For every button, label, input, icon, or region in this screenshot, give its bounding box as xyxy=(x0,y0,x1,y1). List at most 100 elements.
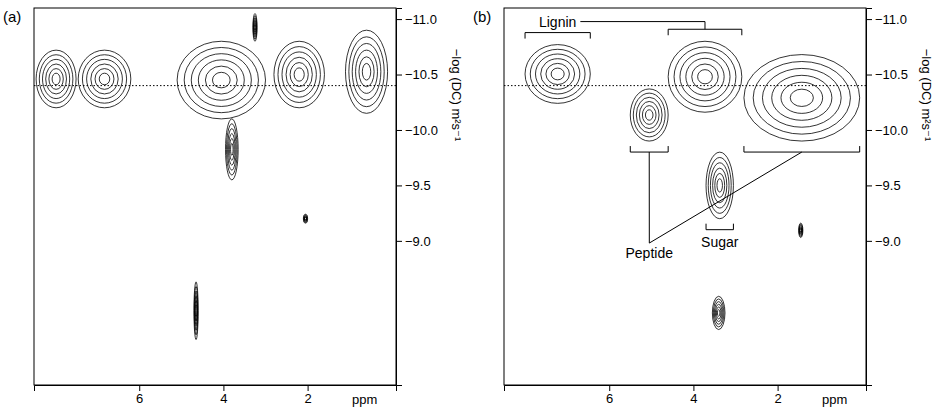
contour-ring xyxy=(706,152,733,219)
tick-mark xyxy=(866,130,872,131)
contour-ring xyxy=(290,63,308,87)
contour-ring xyxy=(36,50,76,108)
contour-ring xyxy=(639,101,659,128)
contour-ring xyxy=(95,69,114,90)
y-tick: −10.5 xyxy=(866,67,908,82)
peak xyxy=(712,296,725,329)
contour-ring xyxy=(698,70,713,84)
tick-label: −9.0 xyxy=(405,234,431,249)
tick-mark xyxy=(693,385,694,391)
contour-ring xyxy=(304,216,307,222)
y-tick: −9.5 xyxy=(396,178,431,193)
contour-ring xyxy=(304,216,306,221)
contour-ring xyxy=(43,59,70,98)
contour-ring xyxy=(254,22,256,32)
leader-line xyxy=(649,152,650,243)
contour-ring xyxy=(87,59,123,98)
y-tick: −9.0 xyxy=(396,234,431,249)
y-tick: −10.5 xyxy=(396,67,438,82)
contour-ring xyxy=(231,143,234,155)
x-tick: 4 xyxy=(690,385,697,406)
bracket xyxy=(706,224,733,230)
contour-ring xyxy=(800,229,802,232)
contour-ring xyxy=(708,157,731,213)
contour-ring xyxy=(525,45,590,104)
annotation: Sugar xyxy=(701,224,739,250)
contour-ring xyxy=(546,63,569,84)
peak xyxy=(345,30,387,113)
contour-ring xyxy=(362,63,370,80)
contour-ring xyxy=(191,54,251,107)
contour-ring xyxy=(99,73,110,85)
tick-label: 4 xyxy=(690,391,697,406)
y-axis: −11.0−10.5−10.0−9.5−9.0 xyxy=(866,9,908,386)
plot-area xyxy=(34,14,396,340)
panel-letter: (b) xyxy=(473,8,491,25)
tick-mark xyxy=(308,385,309,391)
tick-label: −10.0 xyxy=(875,123,908,138)
contour-ring xyxy=(195,300,197,321)
panel: 642ppm−11.0−10.5−10.0−9.5−9.0−log (DC) m… xyxy=(3,8,464,407)
contour-ring xyxy=(674,47,736,107)
y-axis-title: −log (DC) m²s⁻¹ xyxy=(919,49,934,142)
contour-ring xyxy=(195,305,197,317)
contour-ring xyxy=(294,68,304,81)
peak xyxy=(78,50,131,108)
contour-ring xyxy=(356,50,378,93)
y-tick: −10.0 xyxy=(866,123,908,138)
tick-mark xyxy=(866,75,872,76)
contour-ring xyxy=(303,214,307,223)
contour-ring xyxy=(305,217,307,220)
contour-ring xyxy=(359,57,374,87)
y-tick: −9.0 xyxy=(866,234,901,249)
tick-label: 2 xyxy=(304,391,311,406)
annotation: Peptide xyxy=(625,146,859,261)
contour-ring xyxy=(715,173,725,197)
contour-ring xyxy=(799,223,803,237)
contour-ring xyxy=(253,14,257,42)
y-axis-title: −log (DC) m²s⁻¹ xyxy=(449,49,464,142)
contour-ring xyxy=(799,224,803,236)
contour-ring xyxy=(633,93,665,137)
contour-ring xyxy=(254,18,257,37)
contour-ring xyxy=(227,124,238,175)
contour-ring xyxy=(551,68,564,80)
annotation: Lignin xyxy=(525,14,742,39)
tick-mark xyxy=(778,385,779,391)
contour-ring xyxy=(205,66,237,94)
contour-ring xyxy=(715,304,722,321)
contour-ring xyxy=(278,47,320,103)
contour-ring xyxy=(46,64,67,94)
contour-ring xyxy=(229,134,236,166)
tick-mark xyxy=(866,241,872,242)
contour-ring xyxy=(781,82,823,113)
tick-label: −10.5 xyxy=(405,67,438,82)
contour-ring xyxy=(286,57,312,92)
axis-line xyxy=(397,9,403,386)
y-tick: −9.5 xyxy=(866,178,901,193)
peak xyxy=(706,152,733,219)
contour-ring xyxy=(800,228,802,233)
contour-ring xyxy=(692,64,719,90)
tick-label: 6 xyxy=(136,391,143,406)
tick-label: −9.5 xyxy=(405,178,431,193)
contour-ring xyxy=(78,50,131,108)
contour-ring xyxy=(254,20,256,34)
contour-ring xyxy=(195,296,197,326)
bracket xyxy=(525,33,590,39)
contour-ring xyxy=(226,119,239,180)
contour-ring xyxy=(195,291,198,330)
tick-mark xyxy=(866,19,872,20)
annotation-label: Sugar xyxy=(701,234,739,250)
contour-ring xyxy=(194,286,198,334)
tick-mark xyxy=(609,385,610,391)
x-axis-title: ppm xyxy=(352,392,377,407)
y-tick: −10.0 xyxy=(396,123,438,138)
tick-label: −11.0 xyxy=(405,12,437,27)
contour-ring xyxy=(717,310,720,317)
contour-ring xyxy=(790,89,813,106)
contour-ring xyxy=(82,55,126,103)
contour-ring xyxy=(530,49,585,98)
peak xyxy=(668,41,742,112)
plot-frame xyxy=(504,8,866,385)
